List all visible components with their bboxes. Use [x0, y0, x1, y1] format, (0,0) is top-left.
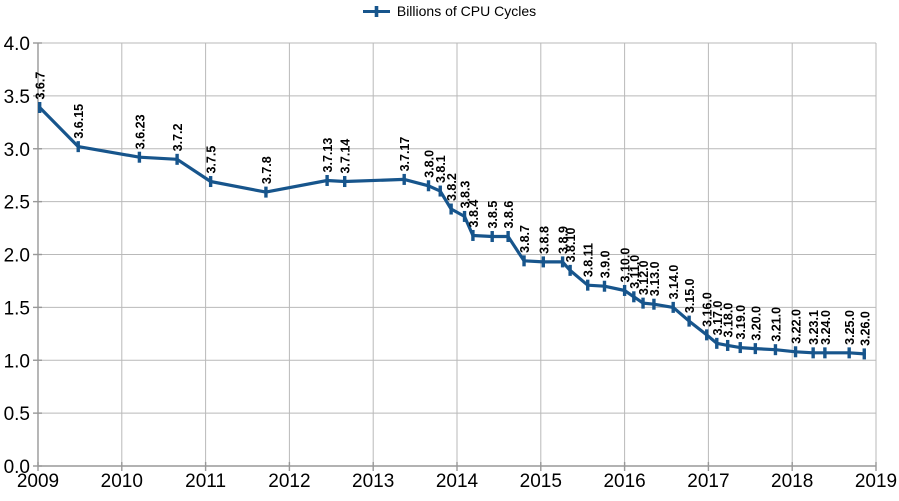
x-axis-tick-label: 2011	[185, 471, 226, 492]
x-axis-tick-label: 2013	[352, 471, 394, 492]
data-point-label: 3.7.8	[260, 156, 274, 184]
data-point-label: 3.11.0	[628, 255, 642, 289]
data-point-label: 3.8.11	[582, 243, 596, 277]
y-axis-tick-label: 0.5	[4, 404, 30, 425]
data-point-label: 3.7.2	[171, 123, 185, 151]
data-point-label: 3.13.0	[648, 261, 662, 296]
data-point-label: 3.18.0	[722, 303, 736, 338]
data-point-label: 3.8.5	[486, 201, 500, 229]
data-point-label: 3.8.9	[557, 226, 571, 254]
y-axis-tick-label: 2.5	[4, 193, 30, 214]
data-point-label: 3.8.4	[467, 200, 481, 228]
data-point-label: 3.23.1	[807, 310, 821, 345]
data-point-label: 3.6.15	[72, 104, 86, 139]
data-point-label: 3.8.7	[518, 225, 532, 253]
data-point-label: 3.17.0	[711, 301, 725, 336]
data-point-label: 3.20.0	[749, 306, 763, 341]
x-axis-tick-label: 2018	[771, 471, 813, 492]
data-point-label: 3.9.0	[598, 250, 612, 278]
data-point-label: 3.22.0	[790, 309, 804, 344]
data-point-label: 3.25.0	[843, 310, 857, 345]
data-point-label: 3.8.8	[537, 226, 551, 254]
data-point-label: 3.8.10	[564, 228, 578, 263]
x-axis-tick-label: 2009	[17, 471, 59, 492]
data-point-label: 3.19.0	[734, 305, 748, 340]
data-point-label: 3.7.13	[321, 138, 335, 173]
x-axis-tick-label: 2016	[603, 471, 645, 492]
x-axis-tick-label: 2012	[268, 471, 310, 492]
y-axis-tick-label: 1.0	[4, 351, 30, 372]
y-axis-tick-label: 4.0	[4, 34, 30, 55]
data-point-label: 3.26.0	[858, 311, 872, 346]
data-point-label: 3.6.23	[133, 114, 147, 149]
data-point-label: 3.6.7	[34, 72, 48, 100]
x-axis-tick-label: 2019	[855, 471, 897, 492]
y-axis-tick-label: 0.0	[4, 457, 30, 478]
data-point-label: 3.12.0	[637, 260, 651, 295]
x-axis-tick-label: 2014	[436, 471, 479, 492]
data-point-label: 3.7.14	[339, 139, 353, 174]
data-point-label: 3.10.0	[619, 248, 633, 283]
y-axis-tick-label: 3.0	[4, 140, 30, 161]
data-point-label: 3.16.0	[701, 292, 715, 327]
data-point-label: 3.7.5	[205, 146, 219, 174]
data-point-label: 3.8.0	[423, 150, 437, 178]
data-point-label: 3.8.2	[445, 173, 459, 201]
data-point-label: 3.14.0	[667, 265, 681, 300]
data-point-label: 3.8.6	[502, 201, 516, 229]
data-point-label: 3.21.0	[769, 307, 783, 342]
x-axis-tick-label: 2017	[687, 471, 729, 492]
data-point-label: 3.8.1	[434, 155, 448, 183]
data-point-label: 3.15.0	[683, 278, 697, 313]
y-axis-tick-label: 3.5	[4, 87, 30, 108]
data-point-label: 3.24.0	[819, 310, 833, 345]
y-axis-tick-label: 1.5	[4, 298, 30, 319]
x-axis-tick-label: 2010	[101, 471, 143, 492]
data-point-label: 3.8.3	[459, 181, 473, 209]
data-point-label: 3.7.17	[398, 137, 412, 172]
x-axis-tick-label: 2015	[520, 471, 562, 492]
y-axis-tick-label: 2.0	[4, 246, 30, 267]
